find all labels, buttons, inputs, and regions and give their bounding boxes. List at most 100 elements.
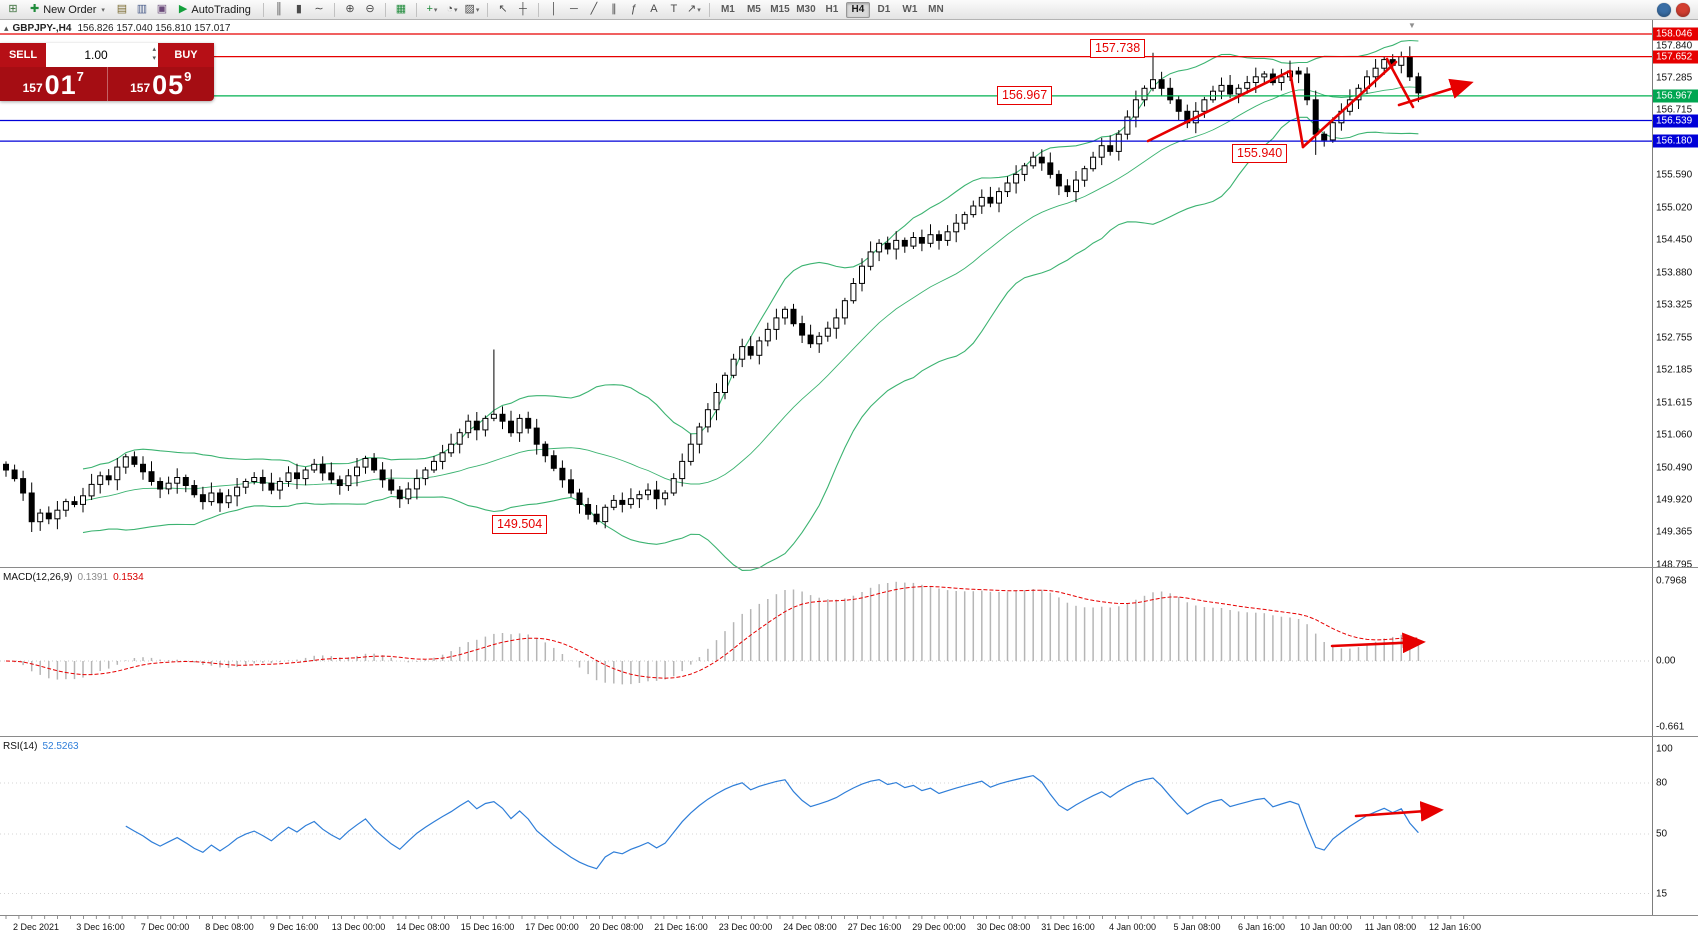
sell-price[interactable]: 157 01 7 [0,67,108,101]
market-watch-icon-glyph: ▤ [116,3,128,15]
time-axis-label: 14 Dec 08:00 [396,922,450,932]
trend-annotation-line[interactable] [1288,69,1305,149]
price-annotation-box[interactable]: 149.504 [492,515,548,534]
tf-m1-button[interactable]: M1 [716,2,740,18]
buy-price[interactable]: 157 05 9 [108,67,215,101]
new-order-button-label: New Order [43,3,97,16]
trend-annotation-line[interactable] [1385,57,1415,109]
timeframes-menu-icon[interactable]: ◔ ▾ [443,1,461,18]
tf-m15-button[interactable]: M15 [768,2,792,18]
chart-symbol-info: ▴ GBPJPY-,H4 156.826 157.040 156.810 157.0… [4,23,230,34]
arrow-annotation[interactable] [1330,632,1426,654]
arrow-annotation[interactable] [1354,801,1444,822]
arrows-tool-icon[interactable]: ↗ ▾ [685,1,703,18]
trend-annotation-line[interactable] [1301,60,1398,149]
tf-mn-button[interactable]: MN [924,2,948,18]
zoom-out-icon[interactable]: ⊖ [361,1,379,18]
rsi-label: RSI(14) 52.5263 [3,741,79,752]
one-click-prices-row: 157 01 7 157 05 9 [0,67,214,101]
price-annotation-box[interactable]: 157.738 [1090,39,1146,58]
collapse-one-click-icon[interactable]: ▴ [4,23,9,33]
price-axis-label: 158.046 [1653,27,1698,41]
line-chart-icon[interactable]: ∼ [310,1,328,18]
bar-chart-icon[interactable]: ║ [270,1,288,18]
trendline-icon[interactable]: ╱ [585,1,603,18]
volume-field[interactable]: ▴▾ [46,43,158,67]
main-toolbar: ⊞ ✚ New Order ▾ ▤ ▥ ▣ ▶ AutoTrading ║ ▮ ∼ ⊕ ⊖ ▦ + ▾ ◔ ▾ ▨ ▾ ↖… [0,0,1698,20]
volume-down-icon[interactable]: ▾ [152,55,156,62]
vertical-line-icon[interactable]: │ [545,1,563,18]
horizontal-line-icon[interactable]: ─ [565,1,583,18]
time-axis-separator [0,915,1698,916]
time-axis-label: 15 Dec 16:00 [460,922,515,932]
toolbar-separator [486,2,488,17]
text-icon[interactable]: A [645,1,663,18]
tf-m15-button-label: M15 [770,4,790,15]
fibonacci-icon-glyph: ƒ [630,3,637,15]
horizontal-line-icon-glyph: ─ [570,3,578,15]
horizontal-level-lines[interactable] [0,33,1652,142]
tf-h1-button[interactable]: H1 [820,2,844,18]
macd-panel-separator[interactable] [0,567,1698,568]
autotrading-button[interactable]: ▶ AutoTrading [173,1,257,18]
annotations-layer[interactable] [1146,57,1474,822]
mql5-community-icon[interactable] [1657,2,1671,17]
indicators-icon-caret: ▾ [433,6,438,14]
notifications-icon[interactable] [1676,2,1690,17]
time-axis-label: 4 Jan 00:00 [1108,922,1157,932]
new-order-button[interactable]: ✚ New Order ▾ [24,1,111,18]
time-axis-label: 23 Dec 00:00 [718,922,773,932]
time-axis-label: 3 Dec 16:00 [76,922,125,932]
templates-icon-caret: ▾ [475,6,480,14]
buy-price-prefix: 157 [130,81,151,95]
tf-w1-button[interactable]: W1 [898,2,922,18]
symbol-ohlc: 156.826 157.040 156.810 157.017 [77,23,231,34]
time-axis-label: 20 Dec 08:00 [589,922,644,932]
arrow-annotation[interactable] [1397,78,1474,107]
rsi-panel-separator[interactable] [0,736,1698,737]
templates-icon[interactable]: ▨ ▾ [463,1,481,18]
sell-price-prefix: 157 [22,81,43,95]
time-axis-label: 21 Dec 16:00 [654,922,708,932]
fibonacci-icon[interactable]: ƒ [625,1,643,18]
time-axis-label: 31 Dec 16:00 [1041,922,1095,932]
volume-up-icon[interactable]: ▴ [152,46,156,53]
new-chart-icon[interactable]: ⊞ [4,1,22,18]
time-axis-label: 2 Dec 2021 [12,922,60,932]
chart-shift-marker[interactable]: ▼ [1408,21,1416,30]
price-annotation-box[interactable]: 156.967 [997,86,1053,105]
macd-axis-label: -0.661 [1656,721,1685,733]
sell-price-pip: 7 [76,69,84,84]
tf-h4-button[interactable]: H4 [845,1,870,18]
tf-m30-button[interactable]: M30 [794,2,818,18]
crosshair-icon[interactable]: ┼ [514,1,532,18]
price-axis[interactable]: 158.046 157.840 157.652 157.285 156.967 156.7… [1652,20,1698,915]
trend-annotation-line[interactable] [1146,69,1292,143]
tf-m1-button-label: M1 [720,4,735,15]
volume-input[interactable] [46,43,158,67]
tile-windows-icon[interactable]: ▦ [392,1,410,18]
sell-button[interactable]: SELL [0,43,46,67]
zoom-in-icon[interactable]: ⊕ [341,1,359,18]
zoom-out-icon-glyph: ⊖ [365,3,375,15]
rsi-axis-label: 50 [1656,828,1668,840]
candlestick-chart-icon[interactable]: ▮ [290,1,308,18]
time-axis[interactable]: 2 Dec 2021 3 Dec 16:00 7 Dec 00:00 8 Dec 08… [0,916,1698,944]
tf-m5-button[interactable]: M5 [742,2,766,18]
market-watch-icon[interactable]: ▤ [113,1,131,18]
indicators-icon[interactable]: + ▾ [423,1,441,18]
price-annotation-box[interactable]: 155.940 [1232,144,1288,163]
strategy-tester-icon[interactable]: ▣ [153,1,171,18]
buy-button[interactable]: BUY [158,43,214,67]
price-axis-label: 149.920 [1656,494,1693,506]
tf-d1-button[interactable]: D1 [872,2,896,18]
price-axis-label: 152.185 [1656,364,1693,376]
price-axis-label: 150.490 [1656,462,1693,474]
text-label-icon[interactable]: T [665,1,683,18]
data-window-icon[interactable]: ▥ [133,1,151,18]
cursor-icon[interactable]: ↖ [494,1,512,18]
buy-button-label: BUY [174,49,198,61]
price-axis-label: 156.539 [1653,114,1698,127]
equidistant-channel-icon[interactable]: ∥ [605,1,623,18]
